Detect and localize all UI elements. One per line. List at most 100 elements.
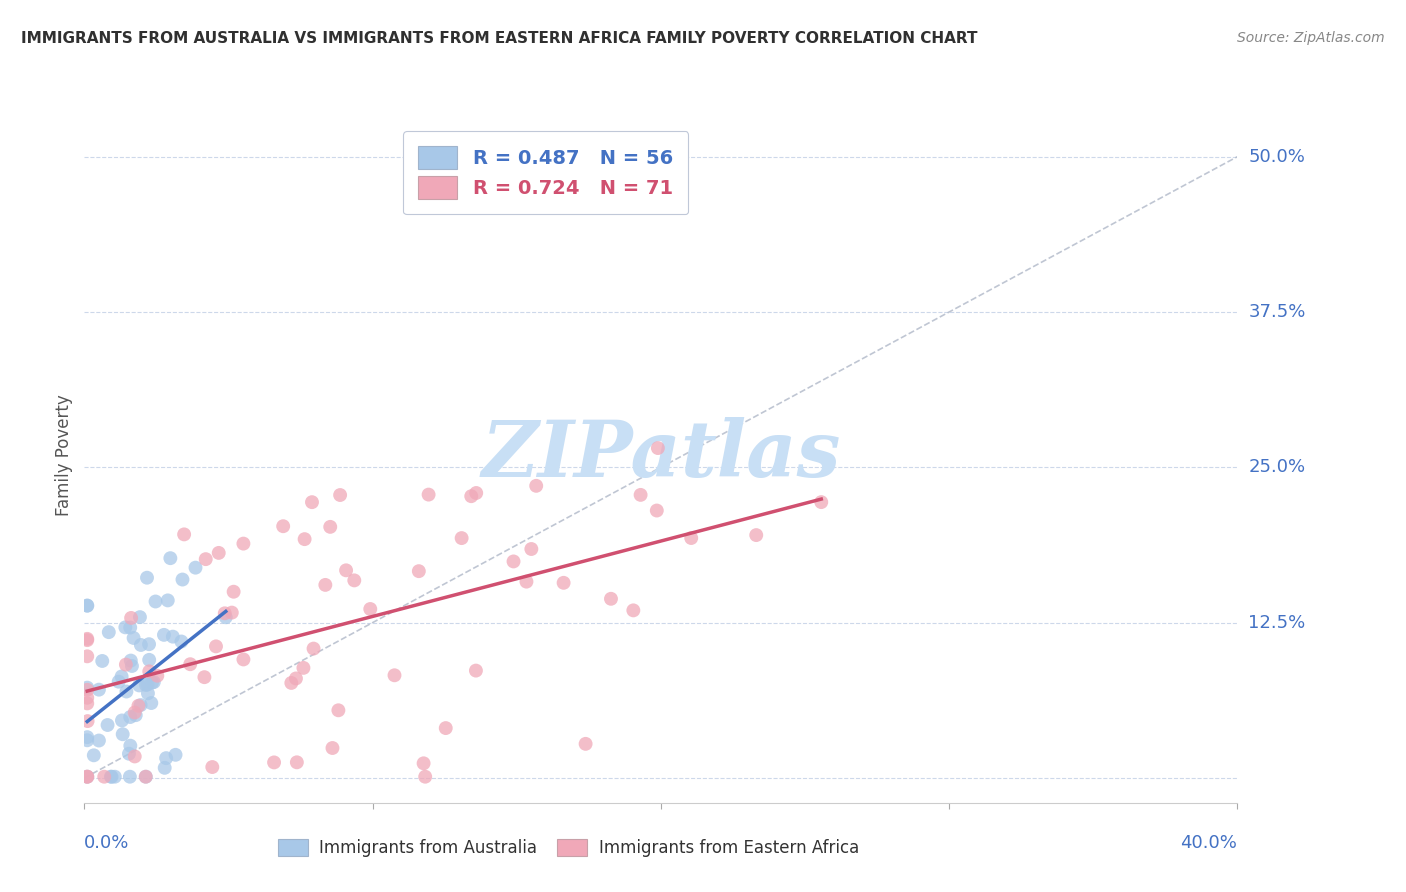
Point	[124, 706, 146, 720]
Point	[97, 625, 120, 640]
Point	[215, 610, 238, 624]
Point	[294, 532, 316, 546]
Point	[159, 551, 181, 566]
Point	[93, 770, 115, 784]
Point	[76, 632, 98, 646]
Point	[302, 641, 325, 656]
Point	[165, 747, 187, 762]
Point	[434, 721, 457, 735]
Point	[575, 737, 598, 751]
Point	[155, 751, 177, 765]
Point	[524, 479, 547, 493]
Point	[412, 756, 434, 771]
Point	[173, 527, 195, 541]
Point	[127, 698, 149, 713]
Text: 12.5%: 12.5%	[1249, 614, 1306, 632]
Point	[156, 593, 179, 607]
Point	[120, 654, 142, 668]
Point	[115, 657, 138, 672]
Point	[292, 661, 315, 675]
Point	[621, 603, 644, 617]
Point	[145, 594, 167, 608]
Point	[129, 638, 152, 652]
Point	[205, 640, 228, 654]
Point	[76, 633, 98, 648]
Point	[125, 708, 148, 723]
Text: IMMIGRANTS FROM AUSTRALIA VS IMMIGRANTS FROM EASTERN AFRICA FAMILY POVERTY CORRE: IMMIGRANTS FROM AUSTRALIA VS IMMIGRANTS …	[21, 31, 977, 46]
Point	[465, 486, 488, 500]
Point	[76, 733, 98, 747]
Point	[107, 674, 129, 689]
Point	[122, 631, 145, 645]
Point	[76, 682, 98, 697]
Text: Source: ZipAtlas.com: Source: ZipAtlas.com	[1237, 31, 1385, 45]
Point	[222, 584, 245, 599]
Point	[76, 697, 98, 711]
Point	[138, 637, 160, 651]
Point	[100, 770, 122, 784]
Point	[301, 495, 323, 509]
Point	[630, 488, 652, 502]
Point	[111, 727, 134, 741]
Point	[179, 657, 201, 672]
Point	[76, 770, 98, 784]
Text: 25.0%: 25.0%	[1249, 458, 1306, 476]
Point	[515, 574, 537, 589]
Point	[118, 747, 141, 761]
Point	[153, 628, 176, 642]
Point	[114, 620, 136, 634]
Point	[76, 714, 98, 728]
Point	[343, 574, 366, 588]
Point	[645, 503, 668, 517]
Text: ZIPatlas: ZIPatlas	[481, 417, 841, 493]
Point	[136, 571, 159, 585]
Point	[460, 489, 482, 503]
Point	[170, 634, 193, 648]
Point	[111, 714, 134, 728]
Point	[136, 677, 159, 691]
Point	[232, 536, 254, 550]
Text: 40.0%: 40.0%	[1181, 834, 1237, 852]
Point	[138, 665, 160, 679]
Point	[87, 682, 110, 697]
Point	[359, 602, 381, 616]
Point	[520, 541, 543, 556]
Point	[120, 739, 142, 753]
Point	[600, 591, 623, 606]
Point	[263, 756, 285, 770]
Point	[328, 703, 350, 717]
Point	[141, 696, 163, 710]
Point	[810, 495, 832, 509]
Point	[100, 770, 122, 784]
Point	[111, 669, 134, 683]
Point	[135, 770, 157, 784]
Point	[135, 770, 157, 784]
Point	[120, 710, 142, 724]
Point	[129, 698, 152, 712]
Point	[184, 560, 207, 574]
Point	[681, 531, 703, 545]
Point	[120, 620, 142, 634]
Point	[142, 675, 165, 690]
Point	[319, 520, 342, 534]
Point	[745, 528, 768, 542]
Point	[118, 770, 141, 784]
Text: 37.5%: 37.5%	[1249, 303, 1306, 321]
Point	[128, 678, 150, 692]
Point	[214, 607, 236, 621]
Point	[141, 675, 163, 690]
Point	[135, 678, 157, 692]
Point	[76, 690, 98, 705]
Point	[136, 686, 159, 700]
Point	[193, 670, 215, 684]
Point	[124, 749, 146, 764]
Point	[76, 599, 98, 613]
Text: 0.0%: 0.0%	[84, 834, 129, 852]
Point	[280, 676, 302, 690]
Point	[284, 672, 307, 686]
Point	[76, 599, 98, 613]
Point	[285, 756, 308, 770]
Point	[271, 519, 294, 533]
Point	[408, 564, 430, 578]
Point	[76, 681, 98, 695]
